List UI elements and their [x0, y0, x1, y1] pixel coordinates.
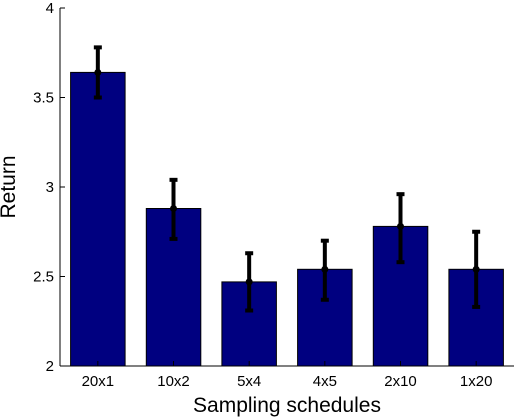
x-tick-label-2x10: 2x10 — [384, 373, 417, 390]
x-tick-label-4x5: 4x5 — [313, 373, 337, 390]
plot-area — [60, 8, 514, 366]
error-bars-group — [93, 45, 481, 313]
mean-point-10x2 — [170, 204, 177, 212]
mean-point-2x10 — [397, 222, 404, 230]
mean-point-1x20 — [472, 265, 480, 273]
x-tick-label-20x1: 20x1 — [82, 373, 115, 390]
mean-point-20x1 — [94, 68, 102, 76]
y-tick-label-2: 2 — [46, 358, 54, 375]
x-tick-label-5x4: 5x4 — [237, 373, 261, 390]
x-tick-label-1x20: 1x20 — [460, 373, 493, 390]
x-tick-label-10x2: 10x2 — [157, 373, 190, 390]
x-axis-title: Sampling schedules — [193, 394, 381, 417]
mean-point-5x4 — [245, 278, 253, 286]
bar-20x1 — [70, 71, 126, 367]
mean-point-4x5 — [321, 265, 329, 273]
y-axis-title: Return — [0, 155, 20, 218]
x-ticks-group: 20x1 10x2 5x4 4x5 2x10 1x20 — [82, 361, 493, 390]
y-tick-label-3.5: 3.5 — [33, 90, 54, 107]
y-ticks-group: 2 2.5 3 3.5 4 — [33, 0, 65, 375]
y-tick-label-2.5: 2.5 — [33, 269, 54, 286]
y-tick-label-4: 4 — [46, 0, 54, 17]
y-tick-label-3: 3 — [46, 179, 54, 196]
